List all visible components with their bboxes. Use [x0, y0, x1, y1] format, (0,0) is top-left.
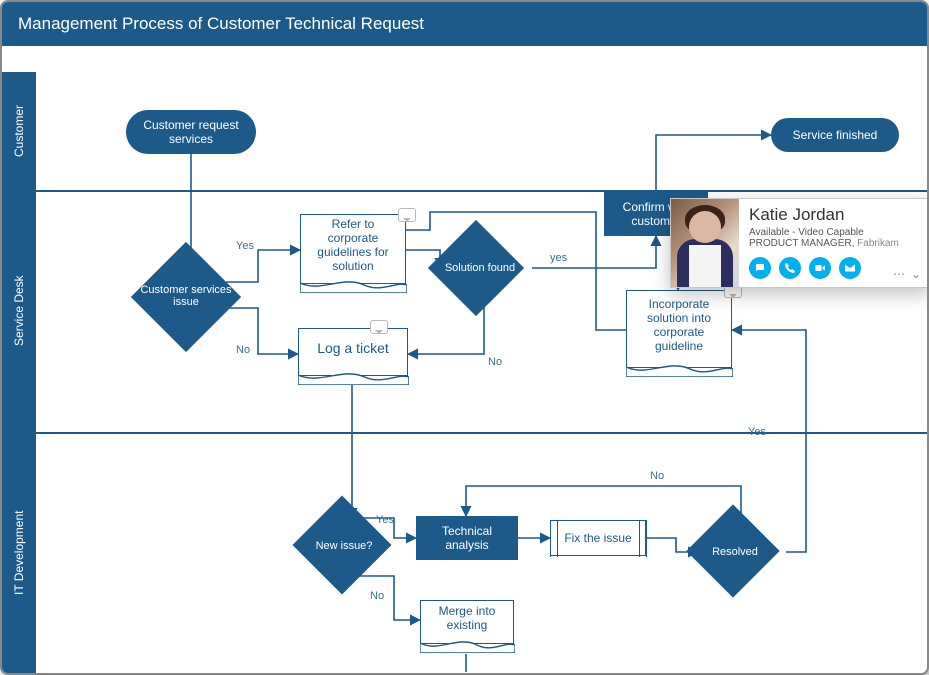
edge-label: Yes [376, 514, 394, 526]
lane-label-customer: Customer [2, 72, 36, 190]
contact-name: Katie Jordan [749, 205, 917, 225]
contact-info: Katie Jordan Available - Video Capable P… [739, 199, 927, 287]
edge-label: No [236, 344, 250, 356]
edge-label: No [650, 470, 664, 482]
edge-label: yes [550, 252, 567, 264]
comment-icon[interactable] [398, 208, 416, 222]
edge-label: Yes [236, 240, 254, 252]
title-bar: Management Process of Customer Technical… [2, 2, 927, 46]
node-doc-incorporate[interactable]: Incorporate solution into corporate guid… [626, 290, 732, 368]
node-doc-merge[interactable]: Merge into existing [420, 600, 514, 644]
contact-card[interactable]: Katie Jordan Available - Video Capable P… [670, 198, 929, 288]
node-start[interactable]: Customer request services [126, 110, 256, 154]
edge-label: No [488, 356, 502, 368]
lane-label-service-desk: Service Desk [2, 190, 36, 432]
contact-expand[interactable]: ⋯ ⌄ [893, 267, 921, 281]
diagram-frame: Management Process of Customer Technical… [0, 0, 929, 675]
contact-title: PRODUCT MANAGER, Fabrikam [749, 238, 917, 249]
ellipsis-icon: ⋯ [893, 267, 905, 281]
lane-label-it-development: IT Development [2, 432, 36, 673]
mail-icon[interactable] [839, 257, 861, 279]
node-doc-log[interactable]: Log a ticket [298, 328, 408, 376]
flow-canvas: Yes No yes No Yes No Yes No Customer req… [36, 72, 927, 673]
node-predef-fix[interactable]: Fix the issue [550, 520, 646, 556]
contact-status: Available - Video Capable [749, 227, 917, 238]
call-icon[interactable] [779, 257, 801, 279]
edge-label: No [370, 590, 384, 602]
chevron-down-icon: ⌄ [911, 267, 921, 281]
edges-svg [36, 72, 929, 673]
video-icon[interactable] [809, 257, 831, 279]
title-gap [2, 46, 927, 72]
node-finish[interactable]: Service finished [771, 118, 899, 152]
contact-actions [749, 257, 917, 279]
node-doc-refer[interactable]: Refer to corporate guidelines for soluti… [300, 214, 406, 284]
contact-photo [671, 199, 739, 287]
im-icon[interactable] [749, 257, 771, 279]
diagram-title: Management Process of Customer Technical… [18, 14, 424, 34]
swimlanes: Customer Service Desk IT Development [2, 72, 927, 673]
comment-icon[interactable] [370, 320, 388, 334]
edge-label: Yes [748, 426, 766, 438]
node-process-technical-analysis[interactable]: Technical analysis [416, 516, 518, 560]
